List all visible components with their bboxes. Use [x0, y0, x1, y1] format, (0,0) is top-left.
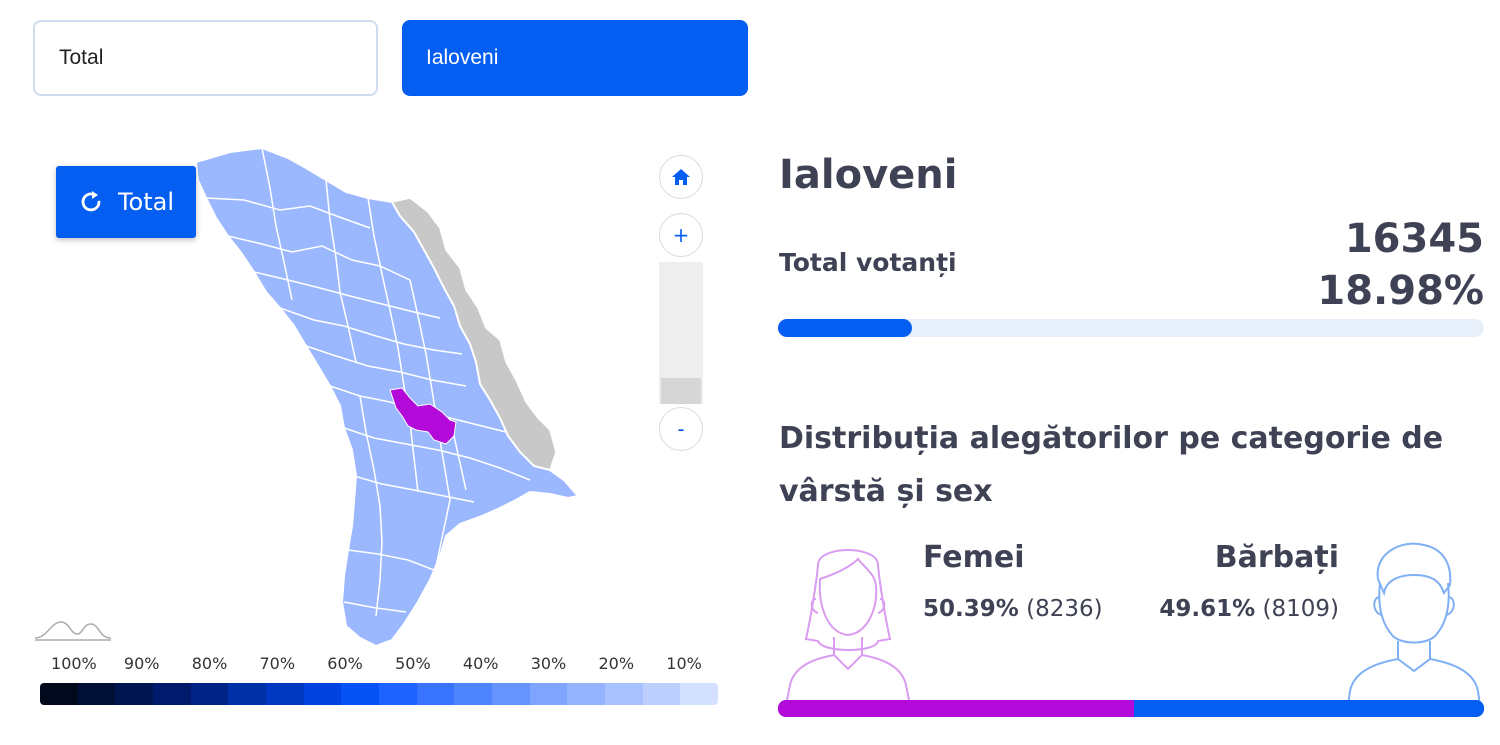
male-avatar-icon: [1347, 542, 1481, 705]
legend-color-cell: [266, 683, 304, 705]
legend-labels: 100% 90% 80% 70% 60% 50% 40% 30% 20% 10%: [40, 654, 718, 673]
legend-color-cell: [529, 683, 568, 705]
voters-progress-track: [778, 319, 1484, 337]
legend-color-cell: [190, 683, 229, 705]
gender-bar-female: [778, 700, 1134, 717]
moldova-territory: [194, 146, 580, 648]
gender-split-bar: [778, 700, 1484, 717]
legend-color-cell: [379, 683, 417, 705]
home-zoom-button[interactable]: [659, 155, 703, 199]
legend-color-cell: [454, 683, 493, 705]
legend-label: 10%: [666, 654, 702, 673]
total-tab-button[interactable]: Total: [33, 20, 378, 96]
district-borders: [205, 147, 531, 617]
legend-label: 70%: [259, 654, 296, 673]
legend-color-cell: [680, 683, 718, 705]
reset-total-button[interactable]: Total: [56, 166, 196, 238]
legend-label: 90%: [123, 654, 160, 673]
legend-color-cell: [153, 683, 191, 705]
zoom-slider-handle[interactable]: [661, 378, 701, 404]
gender-bar-male: [1133, 700, 1484, 717]
legend-label: 50%: [395, 654, 431, 673]
legend-color-cell: [416, 683, 455, 705]
male-count: (8109): [1262, 596, 1339, 622]
legend-color-cell: [228, 683, 267, 705]
district-ialoveni[interactable]: [389, 387, 457, 445]
legend-label: 40%: [462, 654, 499, 673]
female-label: Femei: [923, 540, 1025, 575]
legend-color-cell: [492, 683, 530, 705]
district-tab-label: Ialoveni: [426, 46, 499, 69]
total-voters-percent: 18.98%: [1317, 268, 1484, 314]
zoom-in-label: +: [672, 223, 690, 247]
total-voters-label: Total votanți: [779, 248, 957, 277]
reset-total-label: Total: [117, 188, 175, 216]
zoom-out-label: -: [677, 417, 685, 441]
total-tab-label: Total: [59, 46, 104, 69]
moldova-map[interactable]: [30, 140, 720, 660]
zoom-out-button[interactable]: -: [659, 407, 703, 451]
refresh-icon: [81, 191, 101, 212]
female-avatar-icon: [785, 549, 911, 705]
legend-color-cell: [303, 683, 342, 705]
legend-label: 20%: [598, 654, 635, 673]
female-percent: 50.39%: [923, 596, 1019, 622]
female-count: (8236): [1026, 596, 1103, 622]
map-canvas[interactable]: [30, 140, 720, 660]
legend-color-cell: [40, 683, 78, 705]
mountain-icon: [34, 621, 112, 641]
district-tab-button[interactable]: Ialoveni: [402, 20, 748, 96]
legend-label: 100%: [51, 654, 97, 673]
home-icon: [672, 169, 690, 185]
legend-label: 30%: [530, 654, 567, 673]
legend-color-cell: [567, 683, 606, 705]
male-percent: 49.61%: [1159, 596, 1256, 622]
legend-color-cell: [605, 683, 643, 705]
male-label: Bărbați: [1214, 540, 1339, 575]
male-value: 49.61% (8109): [1159, 596, 1339, 622]
zoom-in-button[interactable]: +: [659, 213, 703, 257]
legend-label: 80%: [191, 654, 228, 673]
voters-progress-fill: [778, 319, 912, 337]
total-voters-count: 16345: [1344, 216, 1484, 262]
distribution-title: Distribuția alegătorilor pe categorie de…: [779, 421, 1444, 509]
legend-color-scale: [40, 683, 718, 705]
legend-color-cell: [77, 683, 116, 705]
female-value: 50.39% (8236): [923, 596, 1103, 622]
legend-color-cell: [642, 683, 681, 705]
district-title: Ialoveni: [779, 152, 958, 198]
legend-color-cell: [341, 683, 380, 705]
legend-label: 60%: [327, 654, 363, 673]
legend-color-cell: [115, 683, 154, 705]
